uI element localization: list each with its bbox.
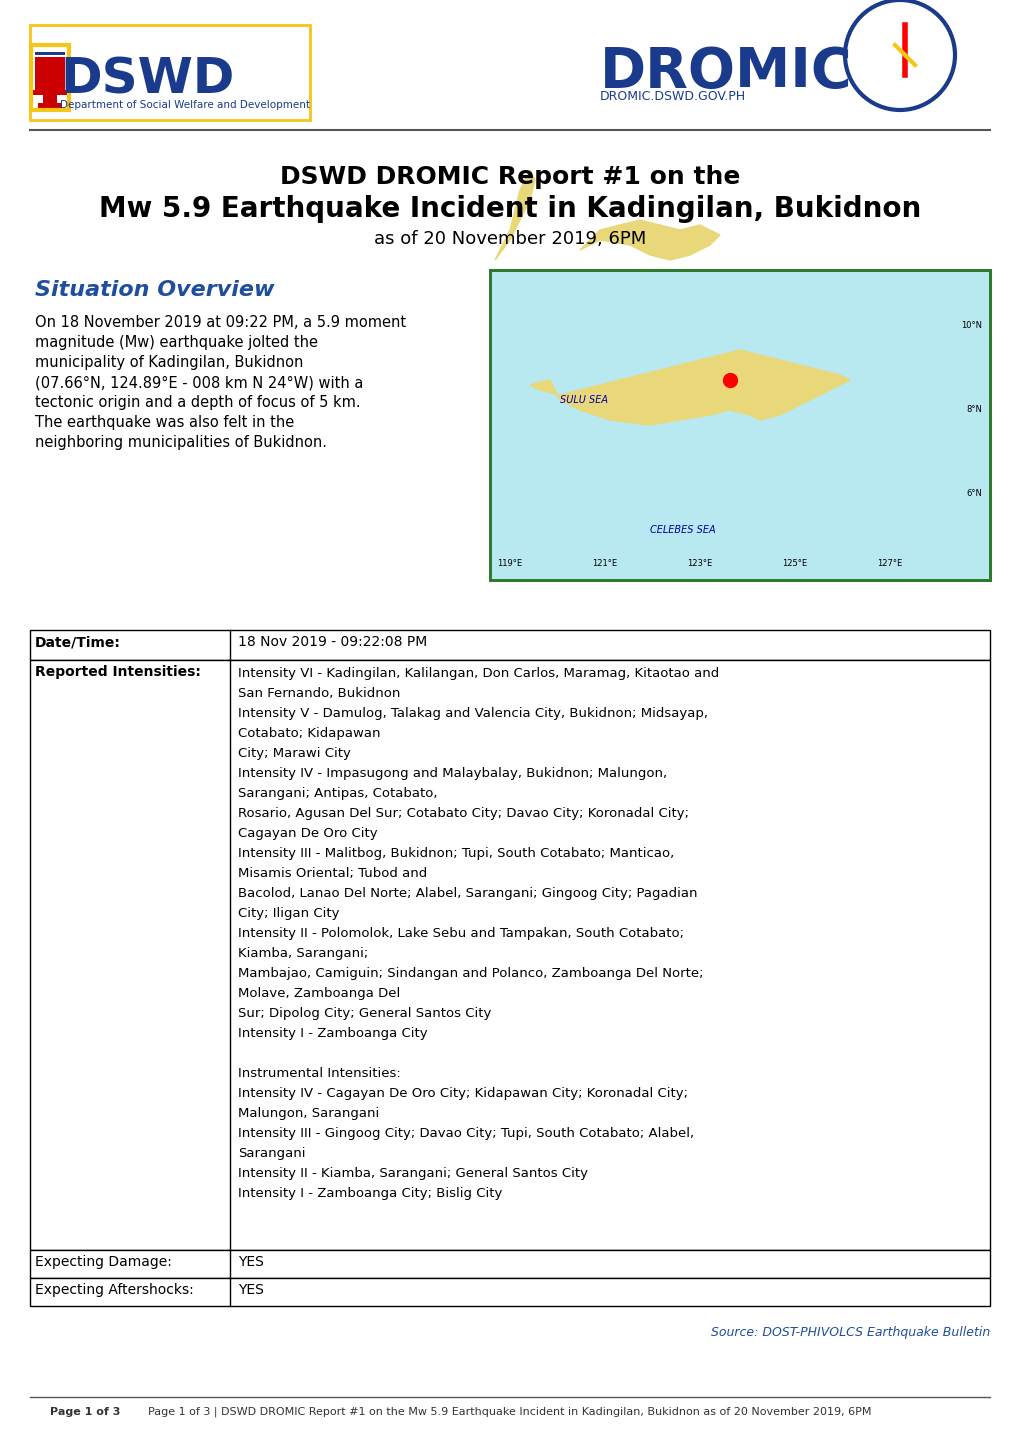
Text: The earthquake was also felt in the: The earthquake was also felt in the — [35, 415, 293, 430]
Text: DSWD DROMIC Report #1 on the: DSWD DROMIC Report #1 on the — [279, 164, 740, 189]
Text: Mambajao, Camiguin; Sindangan and Polanco, Zamboanga Del Norte;: Mambajao, Camiguin; Sindangan and Polanc… — [237, 968, 703, 981]
Text: Page 1 of 3 | DSWD DROMIC Report #1 on the Mw 5.9 Earthquake Incident in Kadingi: Page 1 of 3 | DSWD DROMIC Report #1 on t… — [148, 1406, 871, 1417]
Text: Malungon, Sarangani: Malungon, Sarangani — [237, 1107, 379, 1120]
Text: City; Marawi City: City; Marawi City — [237, 747, 351, 760]
Bar — [489, 270, 989, 580]
Text: Rosario, Agusan Del Sur; Cotabato City; Davao City; Koronadal City;: Rosario, Agusan Del Sur; Cotabato City; … — [237, 808, 688, 820]
Text: YES: YES — [237, 1255, 264, 1269]
Polygon shape — [580, 221, 719, 260]
Text: Kiamba, Sarangani;: Kiamba, Sarangani; — [237, 947, 368, 960]
Polygon shape — [530, 350, 849, 425]
Text: Intensity VI - Kadingilan, Kalilangan, Don Carlos, Maramag, Kitaotao and: Intensity VI - Kadingilan, Kalilangan, D… — [237, 668, 718, 681]
Text: 127°E: 127°E — [876, 559, 902, 568]
Text: City; Iligan City: City; Iligan City — [237, 907, 339, 920]
Text: On 18 November 2019 at 09:22 PM, a 5.9 moment: On 18 November 2019 at 09:22 PM, a 5.9 m… — [35, 314, 406, 330]
Text: 123°E: 123°E — [687, 559, 712, 568]
Text: Intensity II - Polomolok, Lake Sebu and Tampakan, South Cotabato;: Intensity II - Polomolok, Lake Sebu and … — [237, 927, 684, 940]
Text: magnitude (Mw) earthquake jolted the: magnitude (Mw) earthquake jolted the — [35, 335, 318, 350]
Text: Department of Social Welfare and Development: Department of Social Welfare and Develop… — [60, 99, 310, 110]
Bar — [489, 270, 989, 580]
Text: municipality of Kadingilan, Bukidnon: municipality of Kadingilan, Bukidnon — [35, 355, 303, 371]
Text: Expecting Aftershocks:: Expecting Aftershocks: — [35, 1283, 194, 1296]
Text: DROMIC: DROMIC — [599, 45, 852, 99]
Text: YES: YES — [237, 1283, 264, 1296]
Text: as of 20 November 2019, 6PM: as of 20 November 2019, 6PM — [374, 231, 645, 248]
Text: SULU SEA: SULU SEA — [559, 395, 607, 405]
Text: Intensity I - Zamboanga City; Bislig City: Intensity I - Zamboanga City; Bislig Cit… — [237, 1187, 502, 1200]
Text: 18 Nov 2019 - 09:22:08 PM: 18 Nov 2019 - 09:22:08 PM — [237, 634, 427, 649]
Text: Sarangani: Sarangani — [237, 1146, 306, 1159]
Text: Molave, Zamboanga Del: Molave, Zamboanga Del — [237, 986, 399, 999]
Text: Bacolod, Lanao Del Norte; Alabel, Sarangani; Gingoog City; Pagadian: Bacolod, Lanao Del Norte; Alabel, Sarang… — [237, 887, 697, 900]
Text: DSWD: DSWD — [60, 55, 234, 102]
Text: Source: DOST-PHIVOLCS Earthquake Bulletin: Source: DOST-PHIVOLCS Earthquake Bulleti… — [710, 1327, 989, 1340]
Polygon shape — [494, 170, 535, 260]
Text: 6°N: 6°N — [965, 489, 981, 499]
Text: Sur; Dipolog City; General Santos City: Sur; Dipolog City; General Santos City — [237, 1007, 491, 1019]
Text: Mw 5.9 Earthquake Incident in Kadingilan, Bukidnon: Mw 5.9 Earthquake Incident in Kadingilan… — [99, 195, 920, 224]
Text: Cagayan De Oro City: Cagayan De Oro City — [237, 828, 377, 841]
Text: 121°E: 121°E — [592, 559, 616, 568]
Text: 119°E: 119°E — [497, 559, 522, 568]
Text: Cotabato; Kidapawan: Cotabato; Kidapawan — [237, 727, 380, 740]
Text: Situation Overview: Situation Overview — [35, 280, 274, 300]
Bar — [43, 89, 57, 105]
Bar — [35, 52, 65, 55]
Bar — [30, 25, 310, 120]
Text: (07.66°N, 124.89°E - 008 km N 24°W) with a: (07.66°N, 124.89°E - 008 km N 24°W) with… — [35, 375, 363, 389]
Text: Intensity IV - Cagayan De Oro City; Kidapawan City; Koronadal City;: Intensity IV - Cagayan De Oro City; Kida… — [237, 1087, 688, 1100]
Text: Date/Time:: Date/Time: — [35, 634, 121, 649]
Bar — [30, 1250, 989, 1278]
Bar — [38, 102, 62, 108]
Text: Sarangani; Antipas, Cotabato,: Sarangani; Antipas, Cotabato, — [237, 787, 437, 800]
Text: Page 1 of 3: Page 1 of 3 — [50, 1407, 120, 1417]
Text: Intensity I - Zamboanga City: Intensity I - Zamboanga City — [237, 1027, 427, 1040]
Text: Intensity II - Kiamba, Sarangani; General Santos City: Intensity II - Kiamba, Sarangani; Genera… — [237, 1167, 587, 1180]
Text: Reported Intensities:: Reported Intensities: — [35, 665, 201, 679]
Bar — [30, 630, 989, 660]
Bar — [33, 89, 67, 95]
Text: Intensity IV - Impasugong and Malaybalay, Bukidnon; Malungon,: Intensity IV - Impasugong and Malaybalay… — [237, 767, 666, 780]
Text: Expecting Damage:: Expecting Damage: — [35, 1255, 172, 1269]
Text: 125°E: 125°E — [782, 559, 807, 568]
Text: neighboring municipalities of Bukidnon.: neighboring municipalities of Bukidnon. — [35, 435, 327, 450]
Text: Misamis Oriental; Tubod and: Misamis Oriental; Tubod and — [237, 867, 427, 880]
Text: Intensity III - Gingoog City; Davao City; Tupi, South Cotabato; Alabel,: Intensity III - Gingoog City; Davao City… — [237, 1128, 694, 1141]
Bar — [31, 45, 69, 110]
Text: 10°N: 10°N — [960, 322, 981, 330]
Bar — [30, 660, 989, 1250]
Text: San Fernando, Bukidnon: San Fernando, Bukidnon — [237, 686, 400, 699]
Text: tectonic origin and a depth of focus of 5 km.: tectonic origin and a depth of focus of … — [35, 395, 361, 410]
Text: 8°N: 8°N — [965, 405, 981, 414]
Text: Intensity III - Malitbog, Bukidnon; Tupi, South Cotabato; Manticao,: Intensity III - Malitbog, Bukidnon; Tupi… — [237, 846, 674, 859]
Bar — [35, 58, 65, 92]
Text: Intensity V - Damulog, Talakag and Valencia City, Bukidnon; Midsayap,: Intensity V - Damulog, Talakag and Valen… — [237, 707, 707, 720]
Text: DROMIC.DSWD.GOV.PH: DROMIC.DSWD.GOV.PH — [599, 89, 745, 102]
Text: Instrumental Intensities:: Instrumental Intensities: — [237, 1067, 400, 1080]
Bar — [30, 1278, 989, 1306]
Text: CELEBES SEA: CELEBES SEA — [649, 525, 715, 535]
